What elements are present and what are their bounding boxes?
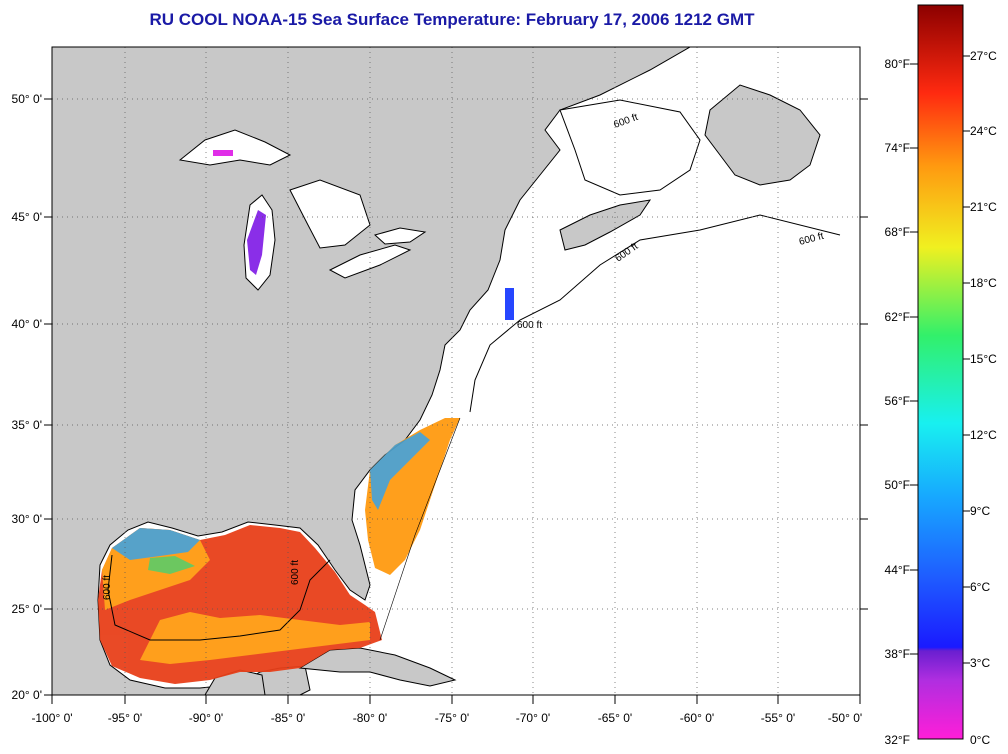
lat-tick-label: 40° 0' — [12, 317, 42, 331]
lon-tick-label: -60° 0' — [680, 711, 714, 725]
land-nova-scotia — [559, 199, 652, 251]
map-layer: 600 ft 600 ft 600 ft 600 ft 600 ft 600 f… — [52, 47, 841, 695]
colorbar-c-label: 12°C — [970, 428, 997, 442]
lon-tick-label: -50° 0' — [828, 711, 862, 725]
lake-sst-overlay — [213, 150, 266, 275]
colorbar-c-label: 3°C — [970, 656, 990, 670]
lake-ontario — [373, 227, 427, 245]
lon-tick-label: -100° 0' — [31, 711, 72, 725]
land-yucatan — [204, 669, 266, 695]
lat-tick-label: 45° 0' — [12, 210, 42, 224]
graticule — [52, 47, 860, 695]
colorbar-f-label: 68°F — [885, 225, 910, 239]
lat-tick-label: 20° 0' — [12, 688, 42, 702]
colorbar-f-label: 74°F — [885, 141, 910, 155]
colorbar-c-label: 0°C — [970, 733, 990, 747]
isobath-contour — [469, 214, 841, 413]
colorbar-f-label: 56°F — [885, 394, 910, 408]
contour-label-florida: 600 ft — [290, 560, 301, 585]
colorbar-ticks — [910, 55, 970, 664]
lon-tick-label: -65° 0' — [598, 711, 632, 725]
latitude-axis — [44, 98, 868, 696]
swath-edge — [379, 417, 461, 641]
map-title: RU COOL NOAA-15 Sea Surface Temperature:… — [149, 10, 755, 29]
lon-tick-label: -75° 0' — [435, 711, 469, 725]
colorbar-c-label: 6°C — [970, 580, 990, 594]
land-north-america — [52, 47, 692, 695]
colorbar — [917, 4, 964, 740]
colorbar-f-label: 32°F — [885, 733, 910, 747]
longitude-axis — [51, 695, 861, 704]
land-cuba — [298, 647, 457, 687]
colorbar-c-label: 9°C — [970, 504, 990, 518]
lat-tick-label: 50° 0' — [12, 92, 42, 106]
contour-label-gulf-west: 600 ft — [102, 575, 113, 600]
lake-superior — [178, 129, 292, 166]
colorbar-f-label: 38°F — [885, 647, 910, 661]
colorbar-c-label: 27°C — [970, 49, 997, 63]
lon-tick-label: -95° 0' — [108, 711, 142, 725]
colorbar-f-label: 80°F — [885, 57, 910, 71]
colorbar-c-label: 18°C — [970, 276, 997, 290]
map-frame — [51, 46, 861, 696]
colorbar-c-label: 21°C — [970, 200, 997, 214]
lon-tick-label: -85° 0' — [271, 711, 305, 725]
colorbar-f-label: 62°F — [885, 310, 910, 324]
sst-data-swath — [98, 288, 514, 684]
lon-tick-label: -55° 0' — [761, 711, 795, 725]
lon-tick-label: -80° 0' — [353, 711, 387, 725]
lake-huron — [289, 179, 371, 249]
lat-tick-label: 30° 0' — [12, 512, 42, 526]
lon-tick-label: -90° 0' — [189, 711, 223, 725]
land-newfoundland — [704, 84, 821, 186]
colorbar-c-label: 15°C — [970, 352, 997, 366]
lon-tick-label: -70° 0' — [516, 711, 550, 725]
colorbar-c-label: 24°C — [970, 124, 997, 138]
lat-tick-label: 35° 0' — [12, 418, 42, 432]
colorbar-f-label: 44°F — [885, 563, 910, 577]
lat-tick-label: 25° 0' — [12, 602, 42, 616]
isobath-contour-gulf — [107, 554, 331, 641]
lake-erie — [328, 244, 412, 279]
colorbar-f-label: 50°F — [885, 478, 910, 492]
contour-label-mid-atlantic: 600 ft — [517, 320, 542, 331]
gulf-st-lawrence — [559, 99, 701, 196]
